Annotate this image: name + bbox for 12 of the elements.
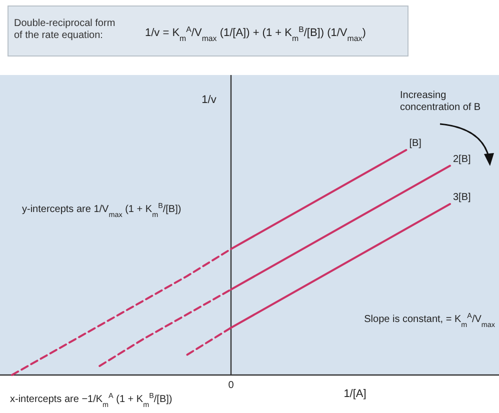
- series-label: 3[B]: [453, 192, 472, 203]
- text: 1/v = K$_{m}$$^{A}$/V$_{max}$ (1/[A]) + (1 + K$_{m}$$^{B}$/[B]) (1/V$_{max}$): [145, 24, 366, 42]
- text: x-intercepts are −1/K$_{m}$$^{A}$ (1 + K$_{m}$$^{B}$/[B]): [10, 390, 172, 408]
- annotation: y-intercepts are 1/V$_{max}$ (1 + K$_{m}$$^{B}$/[B]): [22, 200, 182, 218]
- chart-title: Double-reciprocal form of the rate equation:: [14, 18, 116, 41]
- x-axis-title: 1/[A]: [344, 388, 366, 400]
- series-label: 2[B]: [453, 154, 472, 165]
- text: Increasing concentration of B: [400, 90, 481, 113]
- series-label: [B]: [409, 138, 422, 149]
- text: 0: [228, 380, 234, 391]
- y-axis-title: 1/v: [202, 94, 217, 106]
- annotation: Slope is constant, = K$_{m}$$^{A}$/V$_{max}$: [364, 310, 496, 328]
